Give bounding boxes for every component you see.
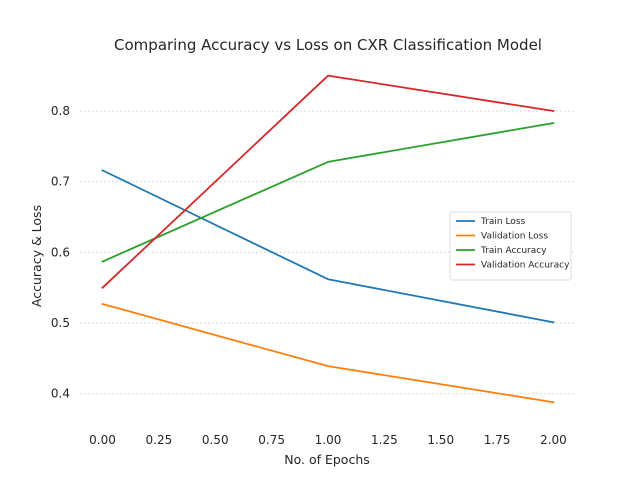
legend-label: Train Loss xyxy=(480,217,526,227)
y-tick-labels: 0.4 0.5 0.6 0.7 0.8 xyxy=(51,104,70,401)
legend-label: Validation Loss xyxy=(481,232,548,242)
y-tick-label: 0.6 xyxy=(51,245,70,259)
series-line-train-loss xyxy=(101,169,555,324)
x-tick-label: 0.25 xyxy=(146,433,173,447)
legend: Train Loss Validation Loss Train Accuracy V… xyxy=(449,211,572,281)
y-tick-label: 0.7 xyxy=(51,175,70,189)
x-tick-label: 1.25 xyxy=(371,433,398,447)
y-tick-label: 0.8 xyxy=(51,104,70,118)
y-tick-label: 0.5 xyxy=(51,316,70,330)
legend-box xyxy=(449,211,572,281)
series-lines xyxy=(101,74,555,404)
x-tick-label: 1.75 xyxy=(484,433,511,447)
x-axis-label: No. of Epochs xyxy=(284,452,370,467)
series-line-train-accuracy xyxy=(101,121,555,263)
x-tick-label: 0.50 xyxy=(202,433,229,447)
y-tick-label: 0.4 xyxy=(51,387,70,401)
series-line-validation-loss xyxy=(101,302,555,404)
x-tick-label: 0.75 xyxy=(258,433,285,447)
x-tick-label: 1.50 xyxy=(427,433,454,447)
x-tick-labels: 0.00 0.25 0.50 0.75 1.00 1.25 1.50 1.75 2.00 xyxy=(89,433,567,447)
series-line-validation-accuracy xyxy=(101,74,555,289)
legend-label: Validation Accuracy xyxy=(481,261,570,271)
x-tick-label: 1.00 xyxy=(315,433,342,447)
x-tick-label: 0.00 xyxy=(89,433,116,447)
legend-label: Train Accuracy xyxy=(480,246,547,256)
x-tick-label: 2.00 xyxy=(540,433,567,447)
chart-title: Comparing Accuracy vs Loss on CXR Classi… xyxy=(114,36,542,54)
y-axis-label: Accuracy & Loss xyxy=(29,205,44,307)
